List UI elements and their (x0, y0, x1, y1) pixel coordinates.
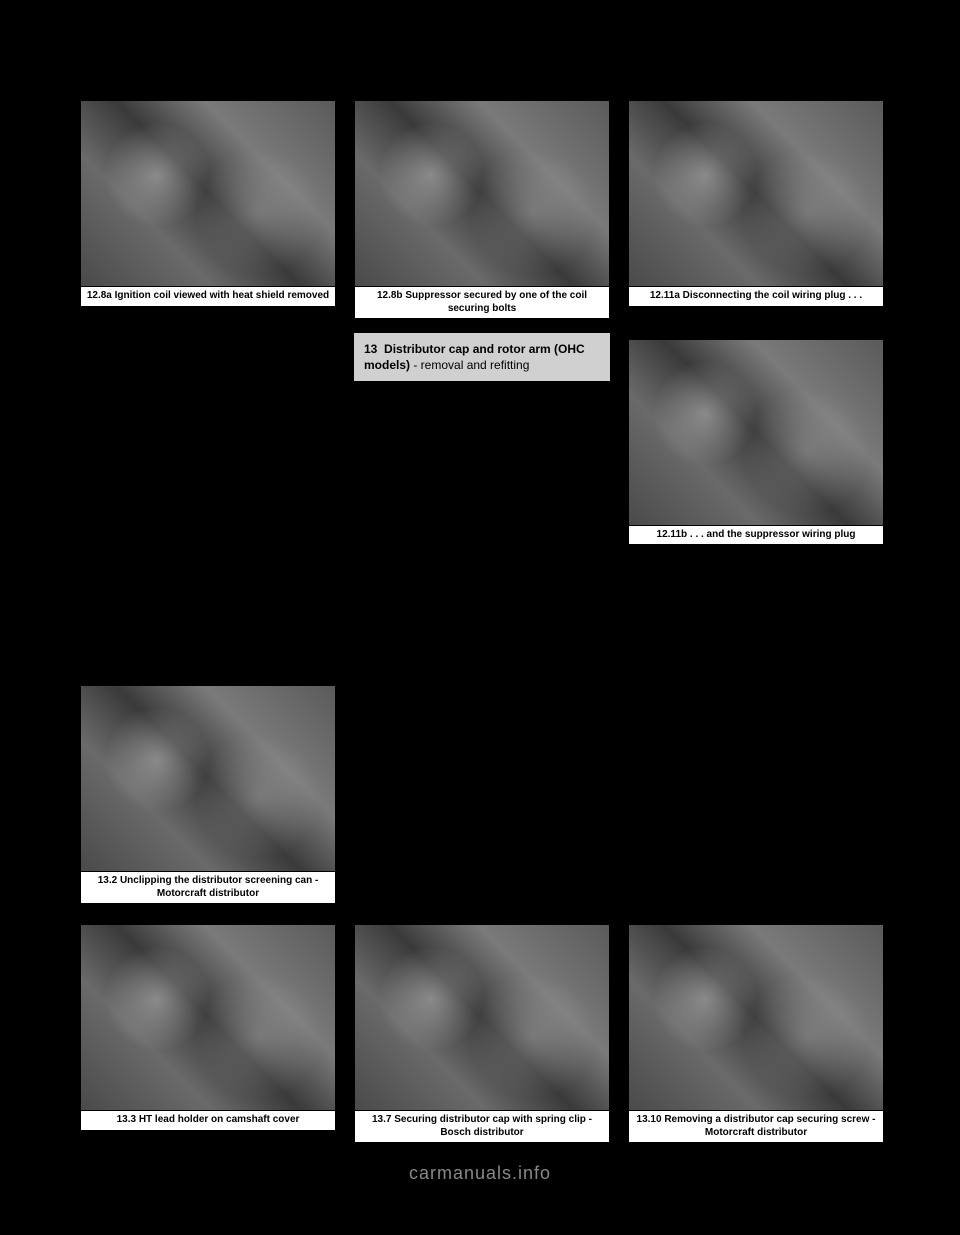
photo-13-3 (80, 924, 336, 1111)
figure-13-2: 13.2 Unclipping the distributor screenin… (80, 685, 336, 904)
section-number: 13 (364, 342, 377, 356)
mid-row: 13.2 Unclipping the distributor screenin… (80, 685, 880, 904)
watermark: carmanuals.info (80, 1163, 880, 1184)
top-row: 12.8a Ignition coil viewed with heat shi… (80, 100, 880, 545)
mid-col-3 (626, 685, 880, 904)
caption-13-7: 13.7 Securing distributor cap with sprin… (354, 1111, 610, 1143)
photo-12-8a (80, 100, 336, 287)
photo-13-10 (628, 924, 884, 1111)
mid-col-2 (354, 685, 608, 904)
bottom-row: 13.3 HT lead holder on camshaft cover 13… (80, 924, 880, 1143)
figure-12-8a: 12.8a Ignition coil viewed with heat shi… (80, 100, 336, 307)
col-1: 12.8a Ignition coil viewed with heat shi… (80, 100, 336, 545)
caption-13-10: 13.10 Removing a distributor cap securin… (628, 1111, 884, 1143)
photo-12-11a (628, 100, 884, 287)
section-title-rest: - removal and refitting (410, 358, 529, 372)
bot-col-3: 13.10 Removing a distributor cap securin… (628, 924, 884, 1143)
bot-col-2: 13.7 Securing distributor cap with sprin… (354, 924, 610, 1143)
col-3: 12.11a Disconnecting the coil wiring plu… (628, 100, 884, 545)
caption-12-8b: 12.8b Suppressor secured by one of the c… (354, 287, 610, 319)
caption-12-11a: 12.11a Disconnecting the coil wiring plu… (628, 287, 884, 307)
figure-12-11a: 12.11a Disconnecting the coil wiring plu… (628, 100, 884, 307)
gap-1 (80, 545, 880, 685)
figure-12-11b: 12.11b . . . and the suppressor wiring p… (628, 339, 884, 546)
figure-13-3: 13.3 HT lead holder on camshaft cover (80, 924, 336, 1131)
caption-13-2: 13.2 Unclipping the distributor screenin… (80, 872, 336, 904)
figure-12-8b: 12.8b Suppressor secured by one of the c… (354, 100, 610, 319)
caption-12-11b: 12.11b . . . and the suppressor wiring p… (628, 526, 884, 546)
caption-13-3: 13.3 HT lead holder on camshaft cover (80, 1111, 336, 1131)
photo-13-2 (80, 685, 336, 872)
col-2: 12.8b Suppressor secured by one of the c… (354, 100, 610, 545)
section-13-box: 13 Distributor cap and rotor arm (OHC mo… (354, 333, 610, 381)
figure-13-10: 13.10 Removing a distributor cap securin… (628, 924, 884, 1143)
photo-12-11b (628, 339, 884, 526)
figure-13-7: 13.7 Securing distributor cap with sprin… (354, 924, 610, 1143)
photo-12-8b (354, 100, 610, 287)
bot-col-1: 13.3 HT lead holder on camshaft cover (80, 924, 336, 1143)
caption-12-8a: 12.8a Ignition coil viewed with heat shi… (80, 287, 336, 307)
mid-col-1: 13.2 Unclipping the distributor screenin… (80, 685, 336, 904)
photo-13-7 (354, 924, 610, 1111)
